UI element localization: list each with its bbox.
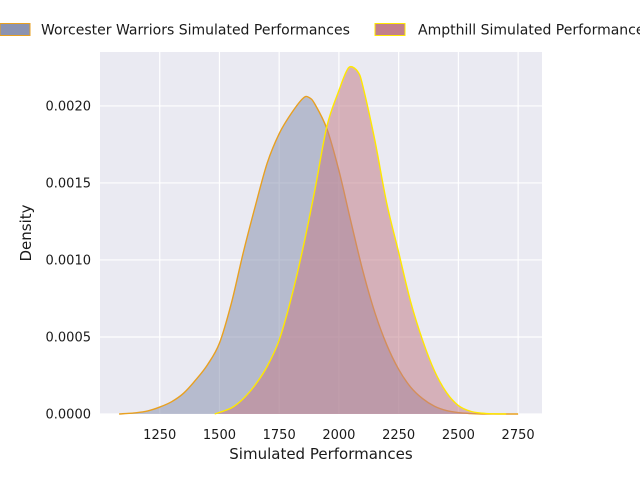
legend-label-series-2: Ampthill Simulated Performances bbox=[418, 23, 640, 39]
x-tick-labels: 1250 1500 1750 2000 2250 2500 2750 bbox=[143, 428, 534, 443]
y-tick-label: 0.0015 bbox=[46, 176, 92, 191]
x-tick-label: 2500 bbox=[442, 428, 475, 443]
y-tick-label: 0.0000 bbox=[46, 408, 92, 423]
legend: Worcester Warriors Simulated Performance… bbox=[0, 23, 640, 39]
x-tick-label: 2250 bbox=[382, 428, 415, 443]
x-tick-label: 1500 bbox=[203, 428, 236, 443]
x-axis-label: Simulated Performances bbox=[229, 445, 413, 463]
legend-swatch-series-1 bbox=[0, 23, 31, 36]
y-tick-label: 0.0010 bbox=[46, 253, 92, 268]
x-tick-label: 1250 bbox=[143, 428, 176, 443]
x-tick-label: 2000 bbox=[322, 428, 355, 443]
y-tick-label: 0.0020 bbox=[46, 99, 92, 114]
x-tick-label: 2750 bbox=[502, 428, 535, 443]
x-tick-label: 1750 bbox=[263, 428, 296, 443]
legend-label-series-1: Worcester Warriors Simulated Performance… bbox=[41, 23, 350, 39]
density-line-series-2 bbox=[214, 65, 507, 415]
density-area-series-2 bbox=[214, 66, 507, 414]
y-axis-label: Density bbox=[17, 204, 35, 261]
density-areas bbox=[119, 65, 519, 415]
legend-swatch-series-2 bbox=[374, 23, 406, 36]
y-tick-label: 0.0005 bbox=[46, 330, 92, 345]
y-tick-labels: 0.0000 0.0005 0.0010 0.0015 0.0020 bbox=[46, 99, 92, 422]
